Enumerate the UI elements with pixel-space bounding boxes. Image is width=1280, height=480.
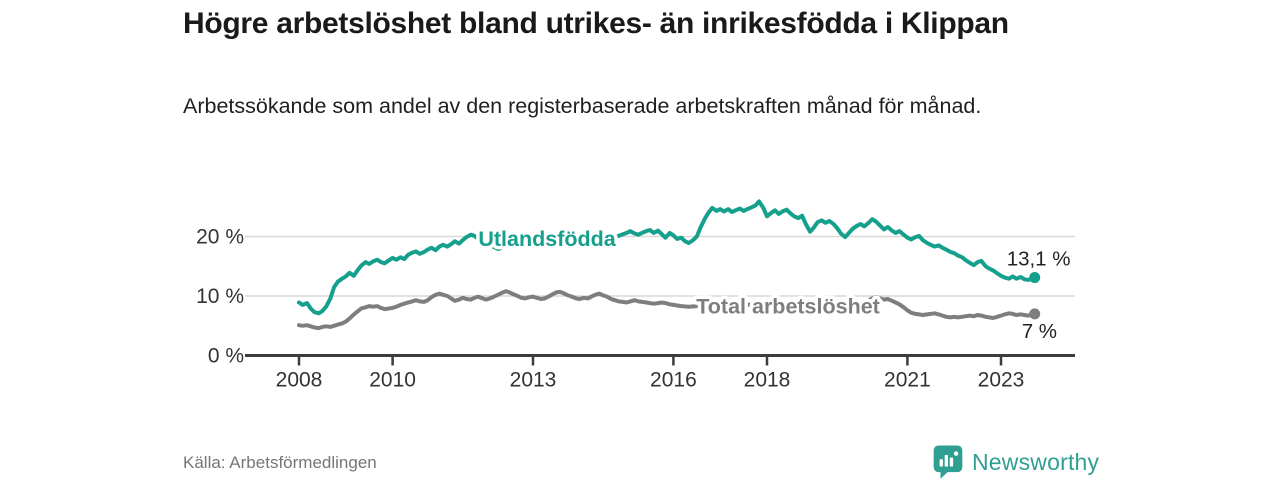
series-line [297, 199, 1037, 316]
x-tick-label: 2018 [744, 369, 791, 392]
x-tick-label: 2013 [510, 369, 557, 392]
brand-wordmark: Newsworthy [972, 448, 1100, 475]
chart-subtitle: Arbetssökande som andel av den registerb… [183, 94, 982, 118]
x-tick-label: 2016 [650, 369, 697, 392]
x-tick-label: 2021 [884, 369, 931, 392]
series-end-dot [1029, 272, 1041, 284]
x-tick-label: 2023 [978, 369, 1025, 392]
series-lines [297, 199, 1041, 331]
y-tick-label: 20 % [196, 226, 244, 249]
x-tick-label: 2010 [369, 369, 416, 392]
axes: 0 % 10 % 20 % 2008 2010 2013 2016 2018 2021 2023 [196, 226, 1075, 392]
y-tick-label: 10 % [196, 285, 244, 308]
source-note: Källa: Arbetsförmedlingen [183, 453, 377, 472]
series-label: Utlandsfödda [478, 227, 616, 251]
x-tick-label: 2008 [276, 369, 323, 392]
chart-title: Högre arbetslöshet bland utrikes- än inr… [183, 7, 1009, 40]
gridlines [245, 235, 1075, 297]
end-value-label: 13,1 % [1007, 248, 1071, 271]
series-line [297, 289, 1037, 331]
series-end-dot [1029, 308, 1041, 320]
end-value-label: 7 % [1022, 320, 1057, 343]
chart-labels: Utlandsfödda 13,1 % Total arbetslöshet 7 % [475, 223, 1071, 343]
exclamation-dot [953, 451, 959, 456]
y-tick-label: 0 % [208, 345, 244, 368]
series-label: Total arbetslöshet [696, 294, 880, 318]
newsworthy-logo: Newsworthy [933, 444, 1099, 480]
newsworthy-icon [933, 445, 963, 479]
